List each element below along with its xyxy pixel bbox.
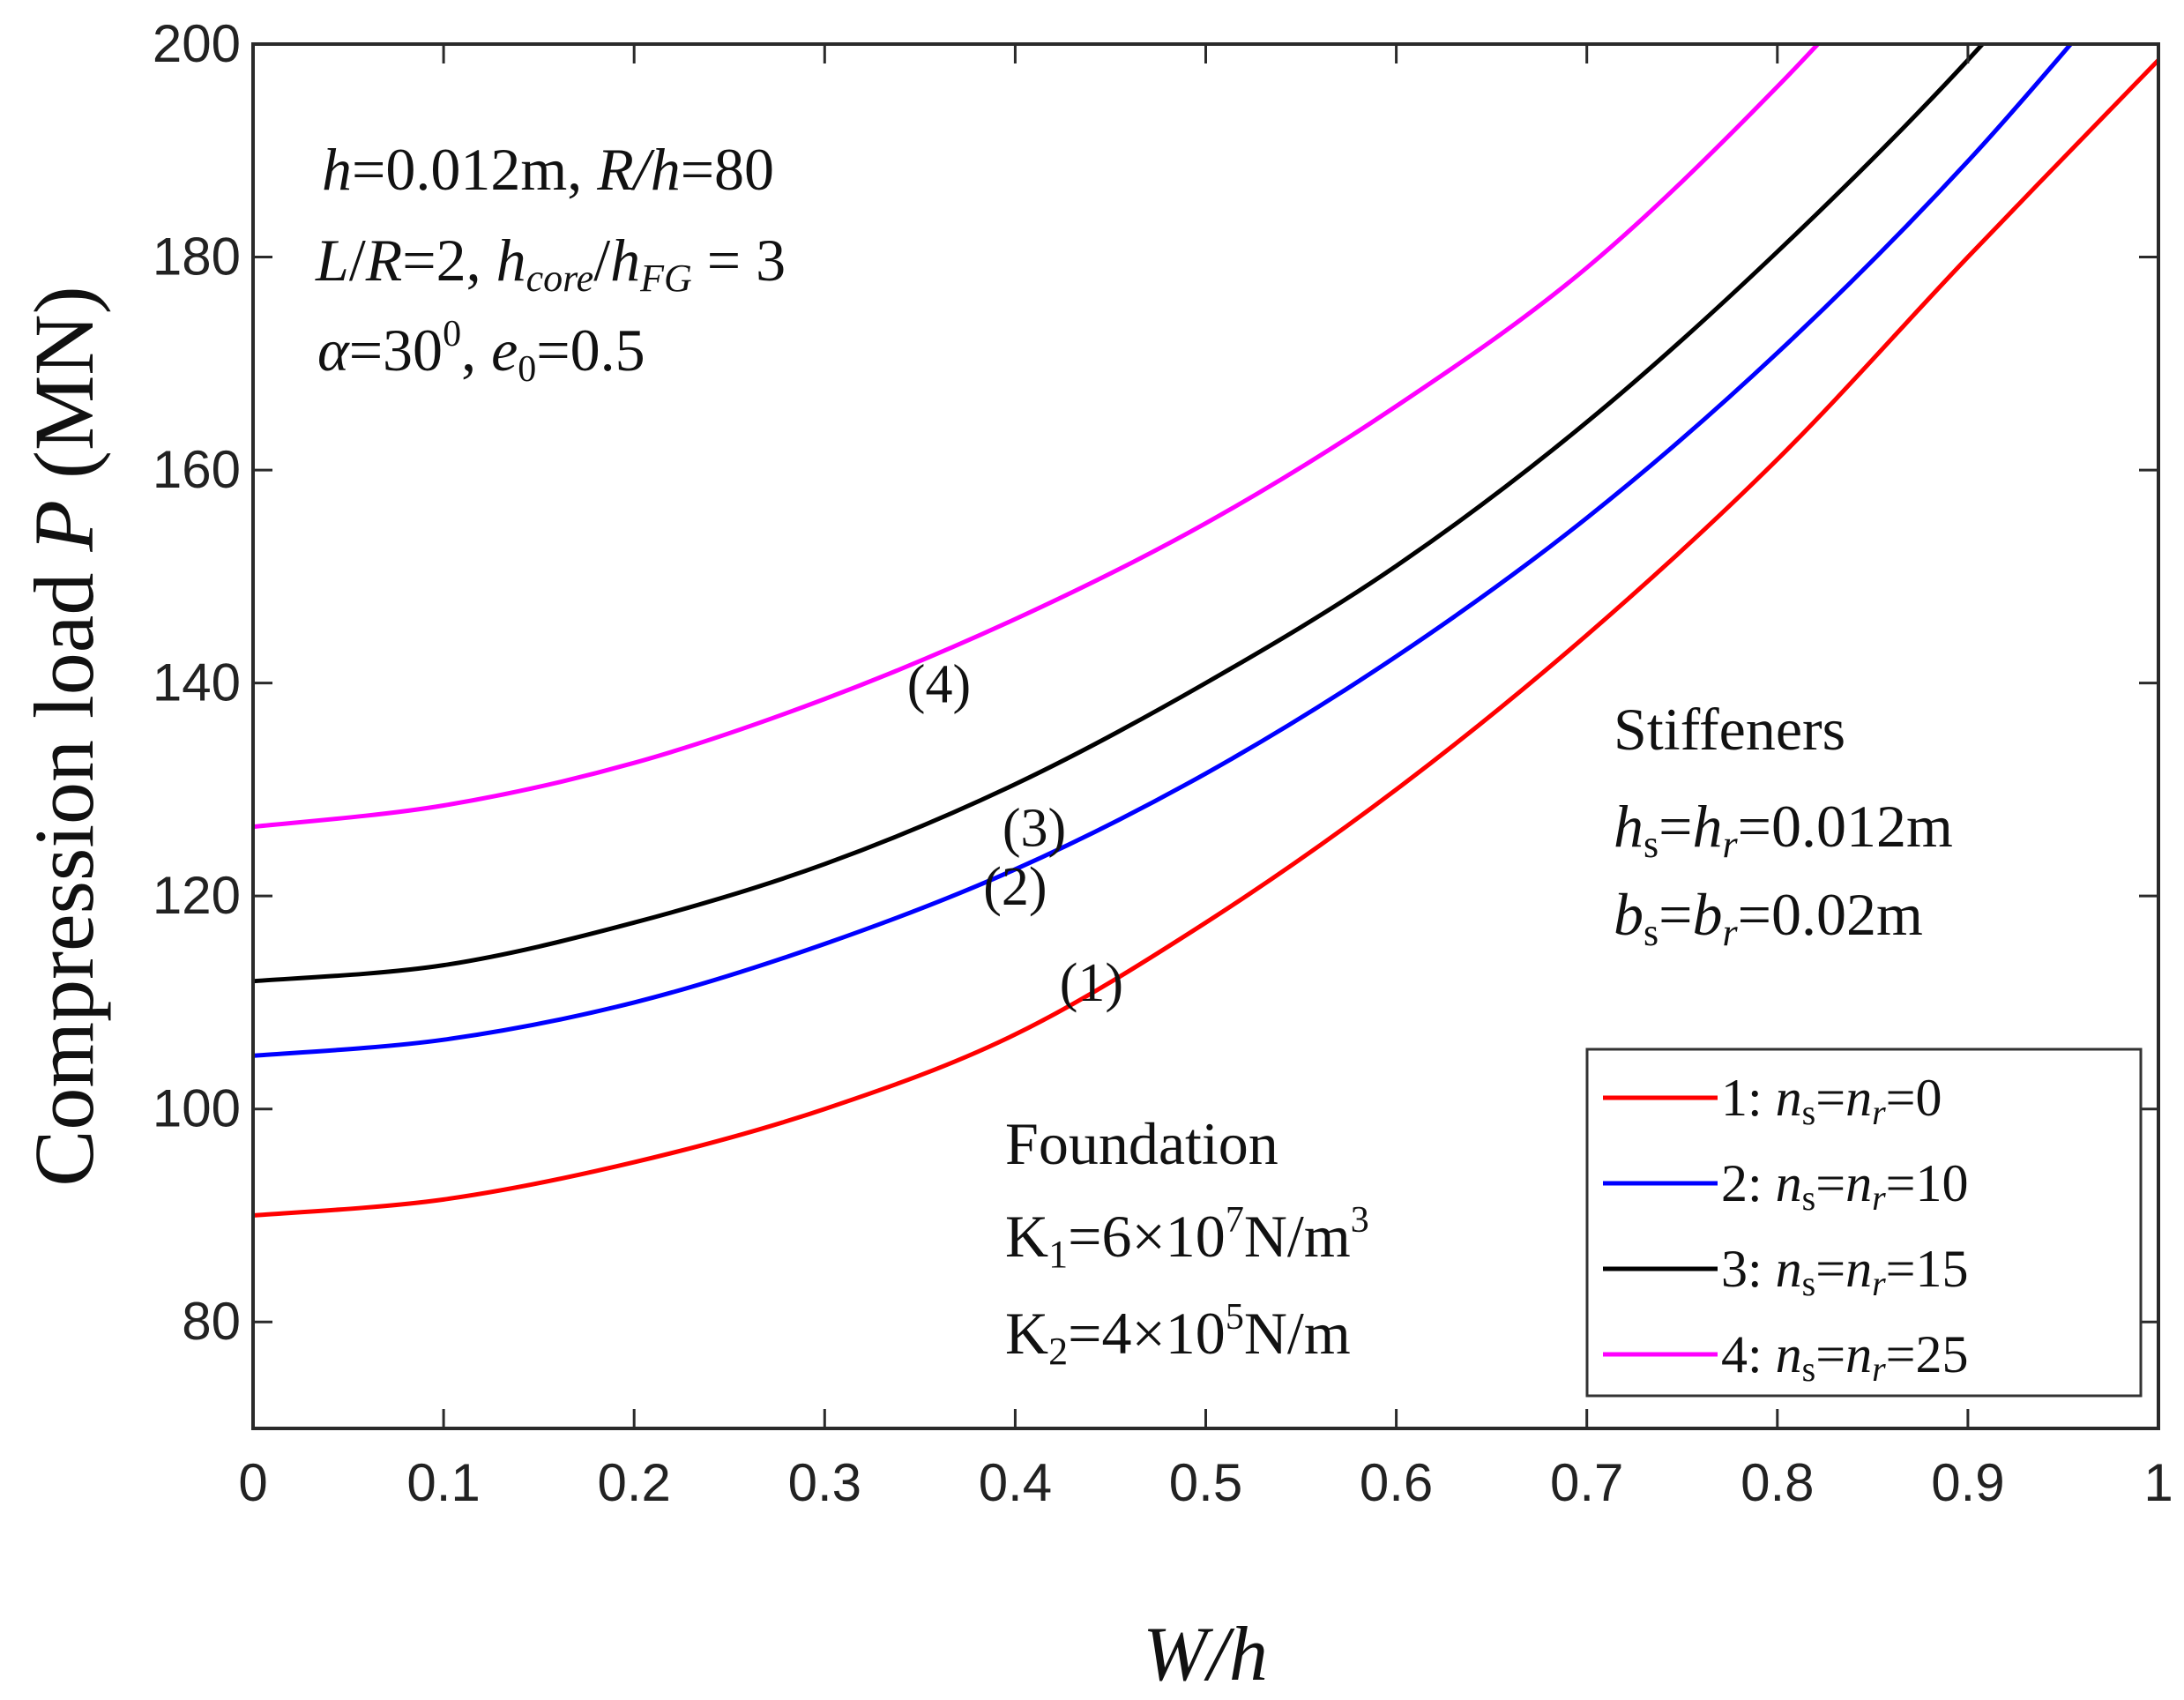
y-tick-label: 140 xyxy=(153,653,241,712)
y-tick-label: 100 xyxy=(153,1079,241,1138)
x-tick-label: 1 xyxy=(2143,1453,2173,1512)
stiffeners-line-1: hs=hr=0.012m xyxy=(1614,793,1953,866)
legend-entry-2: 2: ns=nr=10 xyxy=(1721,1154,1969,1218)
curve-label-1: (1) xyxy=(1060,953,1123,1013)
y-tick-label: 120 xyxy=(153,866,241,925)
param-line-1: h=0.012m, R/h=80 xyxy=(322,136,774,203)
x-tick-label: 0.1 xyxy=(406,1453,480,1512)
y-axis-label: Compression load P (MN) xyxy=(17,286,111,1186)
curve-labels: (1)(2)(3) (4) xyxy=(907,655,1123,1013)
legend-entry-1: 1: ns=nr=0 xyxy=(1721,1069,1942,1132)
x-tick-label: 0.3 xyxy=(788,1453,861,1512)
param-annotation: h=0.012m, R/h=80 L/R=2, hcore/hFG = 3 α=… xyxy=(315,136,786,390)
curve-label-2: (2) xyxy=(983,857,1047,917)
legend-entries: 1: ns=nr=0 2: ns=nr=10 3: ns=nr=15 4: ns=nr… xyxy=(1603,1069,1969,1389)
foundation-line-2: K2=4×105N/m xyxy=(1005,1297,1351,1373)
x-tick-label: 0 xyxy=(238,1453,267,1512)
legend-box xyxy=(1585,1048,2143,1398)
x-tick-label: 0.2 xyxy=(597,1453,670,1512)
foundation-title: Foundation xyxy=(1005,1110,1278,1177)
ticks xyxy=(251,42,2160,1428)
series-line-4 xyxy=(253,44,1822,830)
x-tick-label: 0.8 xyxy=(1740,1453,1814,1512)
foundation-annotation: Foundation K1=6×107N/m3 K2=4×105N/m xyxy=(1005,1110,1369,1373)
series-line-3 xyxy=(253,44,1986,984)
series-line-2 xyxy=(253,44,2074,1058)
stiffeners-title: Stiffeners xyxy=(1614,696,1845,763)
legend: 1: ns=nr=0 2: ns=nr=10 3: ns=nr=15 4: ns=nr… xyxy=(1585,1048,2143,1398)
foundation-line-1: K1=6×107N/m3 xyxy=(1005,1200,1369,1276)
curve-label-4: (4) xyxy=(907,655,971,715)
x-tick-label: 0.6 xyxy=(1360,1453,1433,1512)
param-line-2: L/R=2, hcore/hFG = 3 xyxy=(315,227,786,300)
y-tick-label: 200 xyxy=(153,14,241,73)
series-group xyxy=(253,44,2158,1218)
tick-labels: 0 0.1 0.2 0.3 0.4 0.5 0.6 0.7 0.8 0.9 180100120140… xyxy=(153,14,2173,1512)
y-tick-label: 80 xyxy=(182,1292,241,1351)
param-line-3: α=300, e0=0.5 xyxy=(317,314,645,390)
x-tick-label: 0.5 xyxy=(1169,1453,1242,1512)
y-tick-label: 180 xyxy=(153,227,241,287)
stiffeners-annotation: Stiffeners hs=hr=0.012m bs=br=0.02m xyxy=(1614,696,1953,954)
x-tick-label: 0.9 xyxy=(1931,1453,2004,1512)
curve-label-3: (3) xyxy=(1003,799,1066,859)
legend-entry-4: 4: ns=nr=25 xyxy=(1721,1325,1969,1389)
x-axis-label: W/h xyxy=(1143,1612,1268,1697)
x-tick-label: 0.4 xyxy=(979,1453,1052,1512)
x-tick-label: 0.7 xyxy=(1550,1453,1623,1512)
stiffeners-line-2: bs=br=0.02m xyxy=(1614,881,1923,954)
legend-entry-3: 3: ns=nr=15 xyxy=(1721,1240,1969,1303)
y-tick-label: 160 xyxy=(153,440,241,499)
series-line-1 xyxy=(253,58,2158,1218)
